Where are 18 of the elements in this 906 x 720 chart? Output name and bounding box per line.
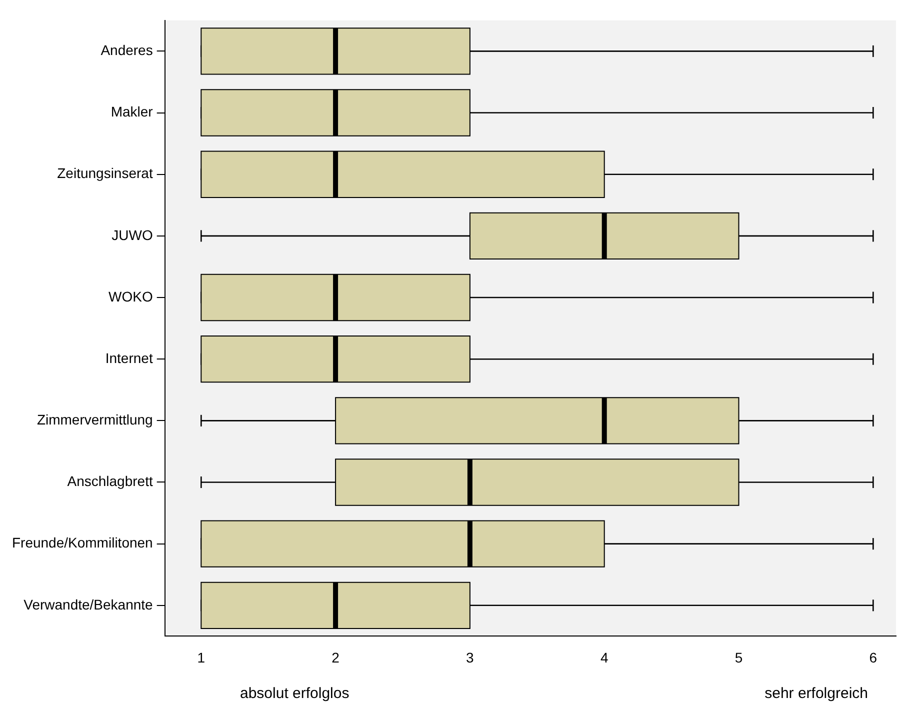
x-tick-label: 2 bbox=[332, 649, 340, 666]
x-tick-label: 6 bbox=[869, 649, 878, 666]
y-tick-label: Anschlagbrett bbox=[67, 473, 153, 490]
x-tick-label: 3 bbox=[466, 649, 474, 666]
y-tick-label: Zeitungsinserat bbox=[57, 165, 153, 182]
y-tick-label: JUWO bbox=[112, 226, 153, 243]
x-tick-label: 1 bbox=[197, 649, 206, 666]
y-tick-label: Anderes bbox=[100, 42, 153, 58]
text: absolut erfolglos bbox=[240, 685, 350, 702]
text: sehr erfolgreich bbox=[764, 685, 868, 702]
x-tick-label: 4 bbox=[600, 649, 608, 666]
y-tick-label: Freunde/Kommilitonen bbox=[12, 534, 153, 551]
y-tick-label: Internet bbox=[105, 350, 153, 366]
y-tick-label: Verwandte/Bekannte bbox=[24, 596, 154, 612]
x-tick-label: 5 bbox=[734, 649, 743, 666]
y-tick-label: WOKO bbox=[108, 288, 153, 304]
y-tick-label: Makler bbox=[110, 104, 154, 120]
y-tick-label: Zimmervermittlung bbox=[36, 412, 153, 428]
